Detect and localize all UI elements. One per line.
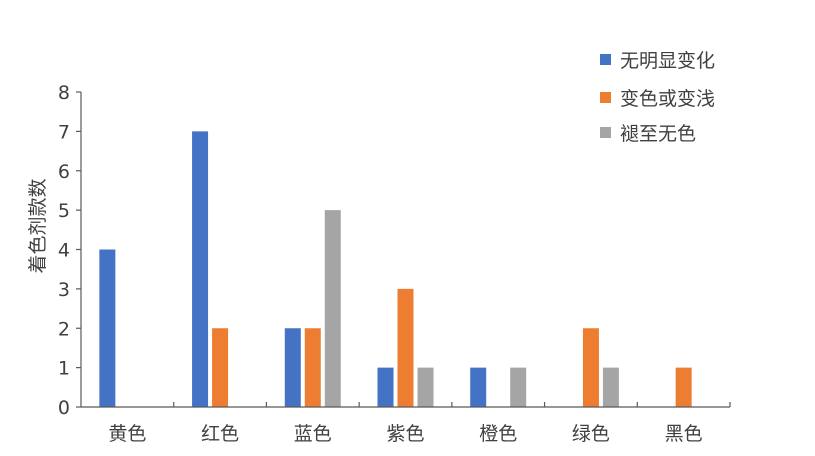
- axes: 黄色 红色 蓝色 紫色 橙色 绿色 黑色 0 1 2 3 4 5 6 7 8: [58, 82, 731, 445]
- bar-紫色-褪至无色: [417, 367, 434, 407]
- legend-swatch: [600, 127, 611, 138]
- bar-红色-变色或变浅: [212, 328, 229, 407]
- y-tick-label: 7: [58, 121, 70, 143]
- bar-蓝色-褪至无色: [324, 210, 341, 407]
- x-tick-label: 紫色: [386, 423, 424, 445]
- bar-橙色-无明显变化: [470, 367, 487, 407]
- legend-swatch: [600, 92, 611, 103]
- x-tick-label: 红色: [201, 423, 239, 445]
- bar-黑色-变色或变浅: [675, 367, 692, 407]
- legend-label: 褪至无色: [620, 123, 696, 145]
- x-tick-label: 蓝色: [294, 423, 332, 445]
- bar-绿色-变色或变浅: [582, 328, 599, 407]
- bar-橙色-褪至无色: [510, 367, 527, 407]
- x-tick-label: 黑色: [665, 423, 703, 445]
- y-tick-label: 0: [58, 397, 70, 419]
- bar-绿色-褪至无色: [602, 367, 619, 407]
- x-tick-label: 黄色: [108, 423, 146, 445]
- y-tick-label: 2: [58, 318, 70, 340]
- bar-紫色-变色或变浅: [397, 288, 414, 407]
- bar-蓝色-变色或变浅: [304, 328, 321, 407]
- y-axis-label: 着色剂款数: [27, 178, 49, 273]
- x-tick-label: 橙色: [479, 423, 517, 445]
- y-tick-label: 8: [58, 82, 70, 104]
- bar-红色-无明显变化: [192, 131, 209, 407]
- bars: [99, 131, 692, 407]
- y-tick-label: 5: [58, 200, 70, 222]
- y-tick-label: 3: [58, 279, 70, 301]
- bar-黄色-无明显变化: [99, 249, 116, 407]
- y-tick-label: 4: [58, 240, 70, 262]
- x-tick-label: 绿色: [572, 423, 610, 445]
- bar-紫色-无明显变化: [377, 367, 394, 407]
- legend-label: 无明显变化: [620, 50, 715, 72]
- bar-蓝色-无明显变化: [284, 328, 301, 407]
- legend-label: 变色或变浅: [620, 88, 715, 110]
- y-tick-label: 6: [58, 161, 70, 183]
- legend-swatch: [600, 54, 611, 65]
- y-tick-label: 1: [58, 358, 70, 380]
